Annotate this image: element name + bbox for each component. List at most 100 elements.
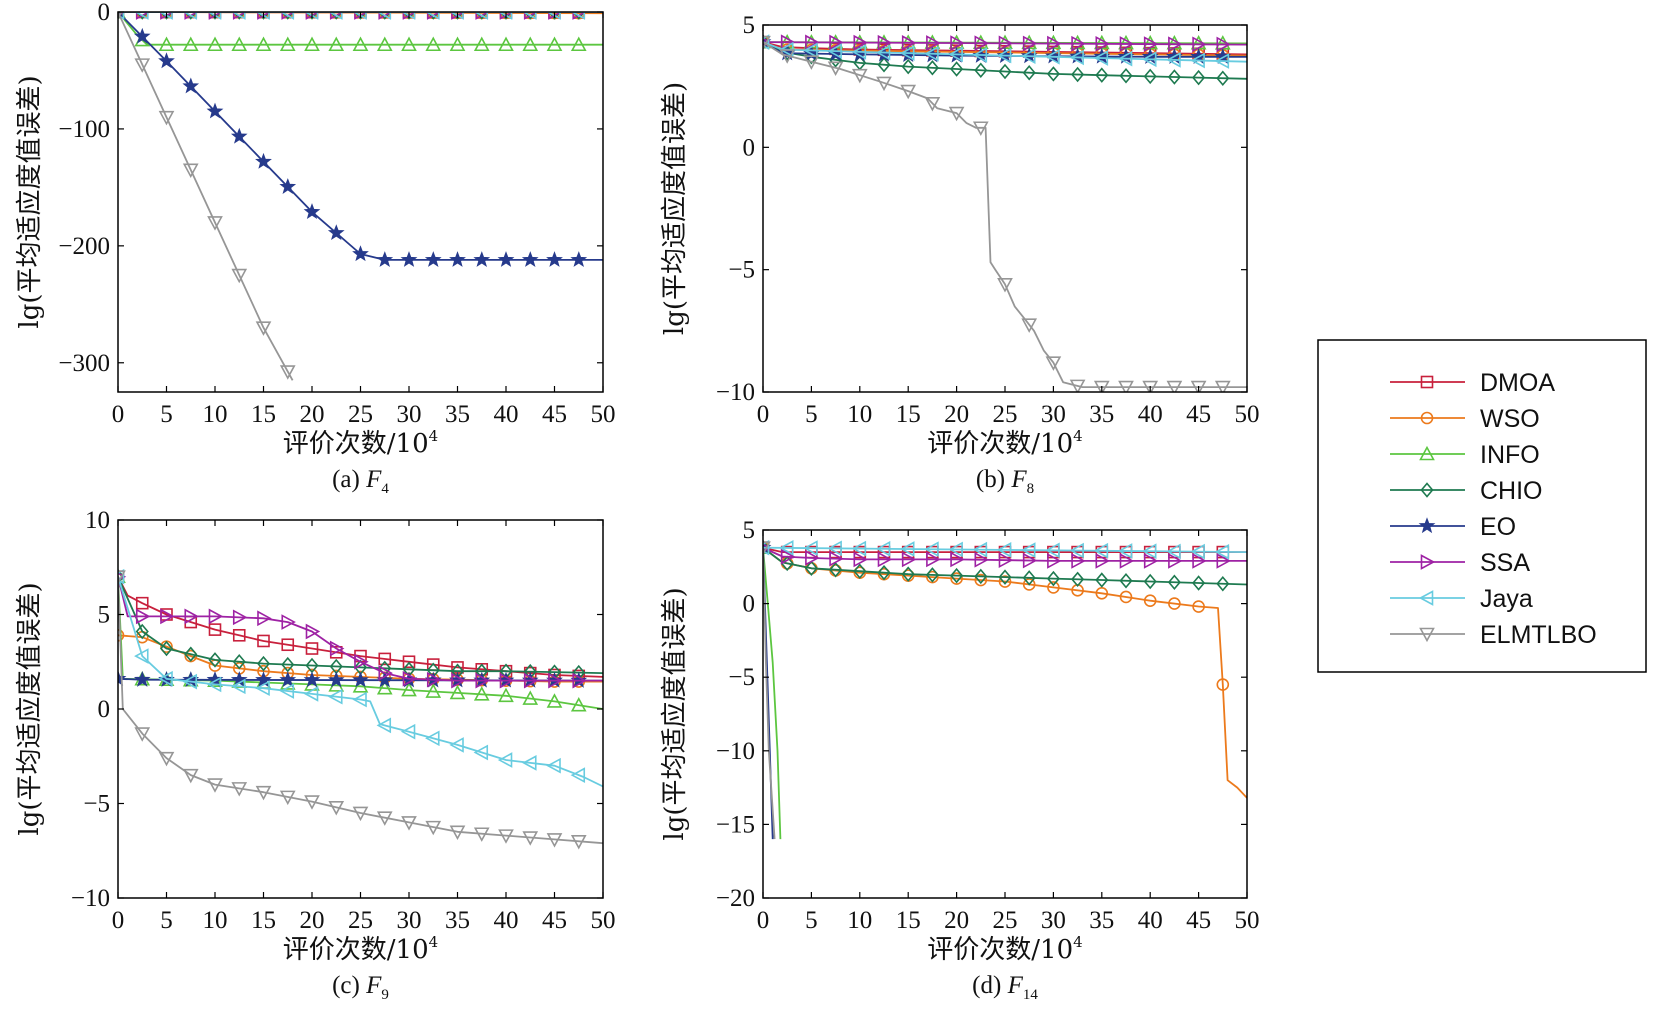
x-tick-label: 35 bbox=[445, 401, 470, 428]
data-point-elmtlbo bbox=[279, 790, 296, 806]
y-tick-label: 5 bbox=[98, 602, 111, 629]
panel-caption: (d) F14 bbox=[972, 972, 1038, 1003]
legend-marker bbox=[1418, 590, 1434, 606]
plot-area bbox=[763, 33, 1247, 392]
data-point-jaya bbox=[996, 542, 1012, 558]
data-point-ssa bbox=[1168, 553, 1183, 569]
data-point-info bbox=[304, 36, 320, 52]
data-point-elmtlbo bbox=[255, 321, 272, 336]
data-point-elmtlbo bbox=[352, 806, 369, 822]
x-tick-label: 45 bbox=[542, 401, 567, 428]
data-point-eo bbox=[376, 671, 394, 688]
data-point-eo bbox=[327, 224, 345, 241]
data-point-eo bbox=[1093, 47, 1111, 64]
data-point-jaya bbox=[255, 680, 270, 697]
data-point-wso bbox=[1143, 594, 1157, 607]
data-point-chio bbox=[998, 569, 1012, 585]
data-point-elmtlbo bbox=[304, 795, 320, 810]
data-point-eo bbox=[303, 203, 321, 220]
data-point-chio bbox=[877, 57, 891, 73]
axes-frame bbox=[762, 529, 1248, 899]
series-line-info bbox=[763, 547, 782, 840]
data-point-info bbox=[473, 686, 490, 701]
x-tick-label: 30 bbox=[1041, 907, 1066, 934]
data-point-chio bbox=[499, 12, 513, 20]
data-point-chio bbox=[804, 49, 818, 65]
legend-marker bbox=[1418, 517, 1436, 534]
data-point-jaya bbox=[328, 688, 343, 705]
data-point-info bbox=[522, 690, 539, 705]
data-point-chio bbox=[475, 12, 489, 20]
y-tick-label: 0 bbox=[98, 0, 111, 26]
data-point-elmtlbo bbox=[328, 800, 345, 816]
data-point-chio bbox=[1192, 69, 1206, 86]
data-point-ssa bbox=[135, 608, 151, 625]
data-point-eo bbox=[182, 77, 200, 94]
data-point-chio bbox=[1046, 570, 1060, 587]
data-point-jaya bbox=[182, 673, 198, 690]
data-point-eo bbox=[255, 152, 272, 169]
data-point-jaya bbox=[827, 540, 842, 557]
data-point-chio bbox=[974, 62, 988, 79]
legend-entry-eo: EO bbox=[1390, 513, 1516, 541]
data-point-jaya bbox=[425, 12, 440, 20]
data-point-jaya bbox=[158, 670, 173, 687]
data-point-chio bbox=[256, 655, 271, 672]
data-point-eo bbox=[352, 245, 369, 262]
data-point-ssa bbox=[329, 640, 345, 657]
data-point-chio bbox=[353, 12, 368, 20]
data-point-jaya bbox=[1166, 543, 1181, 560]
data-point-chio bbox=[184, 646, 198, 662]
data-point-eo bbox=[303, 671, 321, 688]
data-point-ssa bbox=[950, 35, 965, 51]
data-point-dmoa bbox=[232, 628, 246, 642]
data-point-ssa bbox=[305, 623, 321, 640]
data-point-info bbox=[498, 36, 514, 52]
data-point-ssa bbox=[160, 608, 175, 625]
data-point-jaya bbox=[118, 568, 125, 585]
data-point-chio bbox=[135, 623, 149, 640]
data-point-elmtlbo bbox=[118, 570, 126, 585]
data-point-info bbox=[522, 36, 539, 52]
data-point-chio bbox=[853, 563, 867, 579]
data-point-ssa bbox=[877, 34, 893, 51]
data-point-eo bbox=[352, 671, 369, 688]
data-point-elmtlbo bbox=[972, 121, 989, 136]
x-tick-label: 35 bbox=[1089, 907, 1114, 934]
data-point-ssa bbox=[1022, 35, 1038, 52]
series-line-elmtlbo bbox=[118, 12, 294, 381]
x-tick-label: 20 bbox=[944, 907, 969, 934]
data-point-elmtlbo bbox=[763, 35, 771, 51]
x-tick-label: 35 bbox=[1089, 401, 1114, 428]
data-point-ssa bbox=[1047, 35, 1062, 52]
series-line-info bbox=[118, 576, 603, 710]
series-line-eo bbox=[118, 12, 603, 261]
data-point-jaya bbox=[1093, 542, 1109, 559]
y-tick-label: −200 bbox=[58, 233, 110, 260]
series-line-jaya bbox=[118, 576, 603, 788]
data-point-chio bbox=[450, 12, 465, 20]
x-tick-label: 15 bbox=[251, 907, 276, 934]
data-point-jaya bbox=[1069, 542, 1084, 559]
data-point-ssa bbox=[426, 671, 442, 688]
y-axis-label: lg(平均适应度值误差) bbox=[660, 82, 690, 335]
data-point-ssa bbox=[877, 551, 893, 568]
data-point-jaya bbox=[972, 47, 988, 63]
y-tick-label: 0 bbox=[98, 696, 111, 723]
data-point-info bbox=[279, 36, 296, 52]
data-point-jaya bbox=[546, 757, 561, 774]
legend-marker bbox=[1419, 445, 1435, 461]
data-point-elmtlbo bbox=[376, 811, 393, 826]
x-tick-label: 45 bbox=[542, 907, 567, 934]
data-point-wso bbox=[998, 575, 1012, 588]
data-point-info bbox=[449, 36, 466, 52]
data-point-eo bbox=[279, 671, 297, 688]
y-tick-label: 0 bbox=[743, 134, 756, 161]
data-point-jaya bbox=[473, 12, 489, 20]
x-tick-label: 20 bbox=[300, 907, 325, 934]
data-point-elmtlbo bbox=[900, 84, 917, 100]
data-point-chio bbox=[974, 568, 988, 585]
legend-entry-jaya: Jaya bbox=[1390, 585, 1533, 613]
data-point-elmtlbo bbox=[231, 782, 248, 797]
data-point-jaya bbox=[231, 678, 246, 695]
